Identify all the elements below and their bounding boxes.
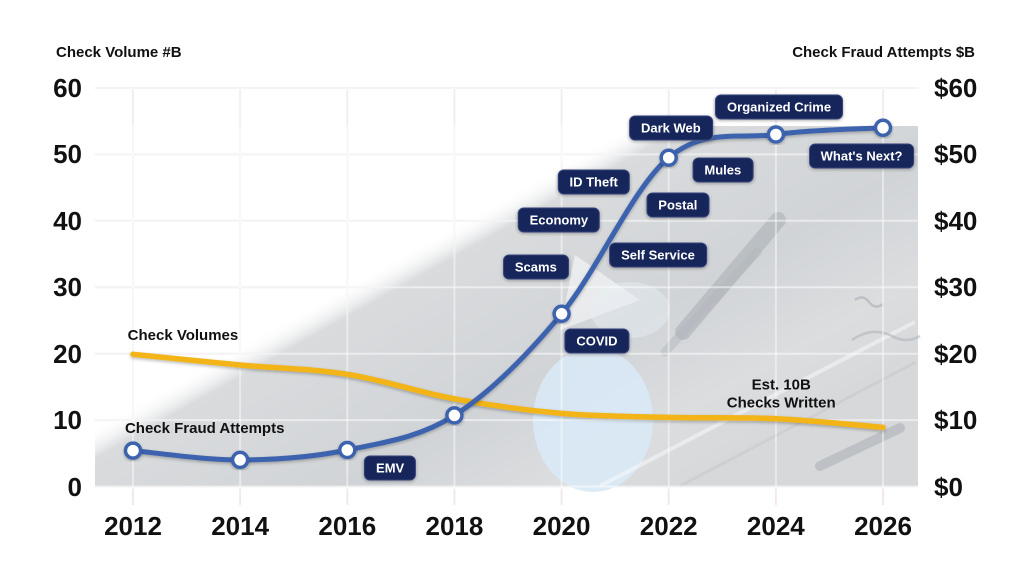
- y-axis-tick-right: $50: [934, 139, 978, 170]
- x-axis-tick: 2014: [211, 511, 270, 541]
- data-point-marker: [338, 440, 357, 460]
- milestone-pill: Scams: [502, 254, 569, 280]
- milestone-pill: Economy: [517, 207, 601, 233]
- milestone-pill: Postal: [646, 192, 710, 218]
- check-fraud-line: [130, 125, 886, 463]
- milestone-pill: EMV: [364, 455, 417, 481]
- data-point-marker: [659, 148, 678, 167]
- data-point-marker: [123, 441, 143, 460]
- data-point-marker: [445, 406, 464, 425]
- right-axis-title: Check Fraud Attempts $B: [792, 44, 975, 61]
- series-label: Check Volumes: [127, 327, 239, 345]
- y-axis-tick-right: $40: [934, 205, 978, 236]
- milestone-pill: Organized Crime: [715, 94, 844, 120]
- y-axis-tick-right: $0: [934, 471, 963, 502]
- data-point-marker: [873, 118, 893, 138]
- milestone-pill: ID Theft: [557, 169, 630, 195]
- y-axis-tick-left: 10: [53, 405, 82, 436]
- estimate-annotation: Est. 10B: [751, 376, 811, 394]
- y-axis-tick-left: 0: [67, 471, 82, 502]
- x-axis-tick: 2018: [425, 511, 484, 541]
- x-axis-tick: 2012: [104, 511, 162, 541]
- data-point-marker: [230, 450, 250, 470]
- x-axis-tick: 2020: [532, 511, 591, 541]
- data-point-marker: [766, 125, 786, 144]
- background-photo: [95, 126, 921, 492]
- y-axis-tick-right: $20: [934, 338, 978, 369]
- milestone-pill: Self Service: [609, 242, 707, 268]
- y-axis-tick-right: $60: [934, 72, 978, 103]
- x-axis-tick: 2022: [639, 511, 698, 541]
- y-axis-tick-left: 40: [53, 205, 82, 236]
- x-axis-tick: 2016: [318, 511, 377, 541]
- data-point-marker: [552, 304, 571, 324]
- y-axis-tick-left: 20: [53, 338, 82, 369]
- milestone-pill: Mules: [692, 157, 754, 183]
- milestone-pill: What's Next?: [808, 143, 915, 169]
- y-axis-tick-left: 60: [53, 72, 82, 103]
- y-axis-tick-left: 30: [53, 272, 82, 303]
- x-axis-tick: 2026: [854, 511, 912, 541]
- gridlines-over: [95, 87, 918, 505]
- y-axis-tick-left: 50: [53, 139, 82, 170]
- series-label: Check Fraud Attempts: [124, 420, 285, 438]
- check-volumes-line: [130, 351, 886, 431]
- x-axis-tick: 2024: [746, 511, 805, 541]
- estimate-annotation: Checks Written: [726, 394, 836, 412]
- y-axis-tick-right: $30: [934, 272, 978, 303]
- milestone-pill: Dark Web: [628, 115, 713, 141]
- y-axis-tick-right: $10: [934, 405, 978, 436]
- milestone-pill: COVID: [564, 328, 630, 354]
- left-axis-title: Check Volume #B: [56, 44, 182, 61]
